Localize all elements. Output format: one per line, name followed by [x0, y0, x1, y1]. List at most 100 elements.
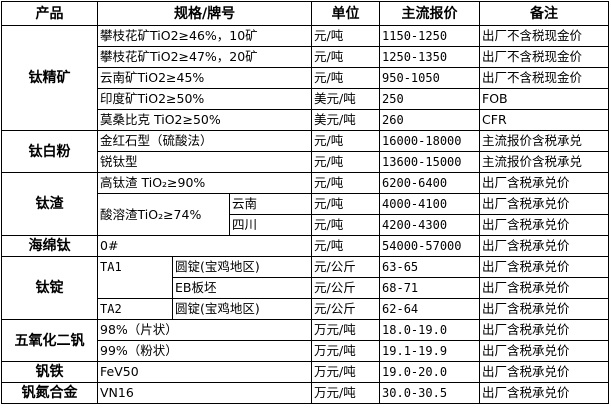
- spec-cell: 金红石型（硫酸法）: [96, 130, 313, 152]
- region-cell: 云南: [228, 193, 313, 215]
- product-name: 海绵钛: [1, 235, 98, 257]
- price-cell: 54000-57000: [379, 235, 481, 257]
- price-cell: 250: [379, 88, 481, 110]
- price-cell: 4200-4300: [379, 214, 481, 236]
- header-row: 产品 规格/牌号 单位 主流报价 备注: [1, 1, 610, 26]
- note-cell: 出厂含税承兑价: [479, 256, 610, 278]
- price-cell: 260: [379, 109, 481, 131]
- form-cell: 圆锭(宝鸡地区): [171, 256, 313, 278]
- unit-cell: 元/吨: [311, 130, 381, 152]
- spec-cell: 高钛渣 TiO₂≥90%: [96, 172, 313, 194]
- unit-cell: 万元/吨: [311, 382, 381, 404]
- header-unit: 单位: [311, 1, 381, 26]
- unit-cell: 元/公斤: [311, 256, 381, 278]
- unit-cell: 元/吨: [311, 214, 381, 236]
- spec-cell: 攀枝花矿TiO2≥47%，20矿: [96, 46, 313, 68]
- region-cell: 四川: [228, 214, 313, 236]
- unit-cell: 万元/吨: [311, 340, 381, 362]
- product-name: 钛锭: [1, 256, 98, 320]
- price-cell: 63-65: [379, 256, 481, 278]
- note-cell: 出厂不含税现金价: [479, 67, 610, 89]
- form-cell: EB板坯: [171, 277, 313, 299]
- price-cell: 6200-6400: [379, 172, 481, 194]
- note-cell: 出厂不含税现金价: [479, 25, 610, 47]
- product-name: 五氧化二钒: [1, 319, 98, 362]
- unit-cell: 万元/吨: [311, 319, 381, 341]
- spec-cell: 印度矿TiO2≥50%: [96, 88, 313, 110]
- note-cell: 出厂含税承兑价: [479, 172, 610, 194]
- price-cell: 19.0-20.0: [379, 361, 481, 383]
- table-row: 钛精矿 攀枝花矿TiO2≥46%，10矿 元/吨 1150-1250 出厂不含税现金价: [1, 25, 610, 131]
- spec-cell: FeV50: [96, 361, 313, 383]
- unit-cell: 美元/吨: [311, 88, 381, 110]
- header-spec: 规格/牌号: [96, 1, 313, 26]
- note-cell: 出厂含税承兑价: [479, 277, 610, 299]
- price-cell: 950-1050: [379, 67, 481, 89]
- price-cell: 1150-1250: [379, 25, 481, 47]
- note-cell: 出厂含税承兑价: [479, 340, 610, 362]
- note-cell: 主流报价含税承兑: [479, 151, 610, 173]
- table-row: 钛渣 高钛渣 TiO₂≥90% 元/吨 6200-6400 出厂含税承兑价: [1, 172, 610, 236]
- header-price: 主流报价: [379, 1, 481, 26]
- table-row: 酸溶渣TiO₂≥74% 云南 元/吨 4000-4100 出厂含税承兑价: [2, 193, 610, 236]
- price-cell: 19.1-19.9: [379, 340, 481, 362]
- product-name: 钛白粉: [1, 130, 98, 173]
- unit-cell: 元/吨: [311, 151, 381, 173]
- spec-cell: 0#: [96, 235, 313, 257]
- note-cell: 出厂含税承兑价: [479, 361, 610, 383]
- grade-cell: TA2: [97, 298, 173, 320]
- price-cell: 4000-4100: [379, 193, 481, 215]
- price-cell: 62-64: [379, 298, 481, 320]
- note-cell: 出厂含税承兑价: [479, 193, 610, 215]
- note-cell: 出厂不含税现金价: [479, 46, 610, 68]
- unit-cell: 元/吨: [311, 235, 381, 257]
- grade-cell: TA1: [97, 256, 173, 299]
- price-cell: 13600-15000: [379, 151, 481, 173]
- unit-cell: 元/吨: [311, 46, 381, 68]
- header-note: 备注: [479, 1, 610, 26]
- unit-cell: 元/吨: [311, 172, 381, 194]
- spec-cell: 莫桑比克 TiO2≥50%: [96, 109, 313, 131]
- table-row: 钒铁 FeV50 万元/吨 19.0-20.0 出厂含税承兑价: [1, 361, 610, 383]
- spec-cell: 锐钛型: [96, 151, 313, 173]
- price-cell: 1250-1350: [379, 46, 481, 68]
- table-row: 钛锭 TA1 圆锭(宝鸡地区) 元/公斤 63-65 出厂含税承兑价: [1, 256, 610, 320]
- spec-cell: 酸溶渣TiO₂≥74%: [97, 193, 230, 236]
- price-cell: 68-71: [379, 277, 481, 299]
- table-row: 印度矿TiO2≥50% 美元/吨 250 FOB: [2, 88, 610, 110]
- note-cell: 主流报价含税承兑: [479, 130, 610, 152]
- note-cell: FOB: [479, 88, 610, 110]
- note-cell: 出厂含税承兑价: [479, 382, 610, 404]
- unit-cell: 元/公斤: [311, 277, 381, 299]
- product-name: 钒铁: [1, 361, 98, 383]
- spec-cell: 攀枝花矿TiO2≥46%，10矿: [96, 25, 313, 47]
- note-cell: 出厂含税承兑价: [479, 298, 610, 320]
- form-cell: 圆锭(宝鸡地区): [171, 298, 313, 320]
- product-name: 钛渣: [1, 172, 98, 236]
- unit-cell: 元/吨: [311, 25, 381, 47]
- table-row: TA2 圆锭(宝鸡地区) 元/公斤 62-64 出厂含税承兑价: [2, 298, 610, 320]
- unit-cell: 元/吨: [311, 193, 381, 215]
- table-row: 钒氮合金 VN16 万元/吨 30.0-30.5 出厂含税承兑价: [1, 382, 610, 404]
- price-cell: 18.0-19.0: [379, 319, 481, 341]
- table-row: 莫桑比克 TiO2≥50% 美元/吨 260 CFR: [2, 109, 610, 131]
- table-row: 五氧化二钒 98%（片状） 万元/吨 18.0-19.0 出厂含税承兑价: [1, 319, 610, 362]
- product-name: 钛精矿: [1, 25, 98, 131]
- note-cell: 出厂含税承兑价: [479, 235, 610, 257]
- note-cell: CFR: [479, 109, 610, 131]
- unit-cell: 元/公斤: [311, 298, 381, 320]
- spec-cell: 98%（片状）: [96, 319, 313, 341]
- table-row: 攀枝花矿TiO2≥47%，20矿 元/吨 1250-1350 出厂不含税现金价: [2, 46, 610, 68]
- unit-cell: 万元/吨: [311, 361, 381, 383]
- table-row: 海绵钛 0# 元/吨 54000-57000 出厂含税承兑价: [1, 235, 610, 257]
- price-cell: 16000-18000: [379, 130, 481, 152]
- product-name: 钒氮合金: [1, 382, 98, 404]
- unit-cell: 元/吨: [311, 67, 381, 89]
- header-product: 产品: [1, 1, 98, 26]
- note-cell: 出厂含税承兑价: [479, 214, 610, 236]
- spec-cell: VN16: [96, 382, 313, 404]
- table-row: 99%（粉状） 万元/吨 19.1-19.9 出厂含税承兑价: [2, 340, 610, 362]
- note-cell: 出厂含税承兑价: [479, 319, 610, 341]
- table-row: 钛白粉 金红石型（硫酸法） 元/吨 16000-18000 主流报价含税承兑: [1, 130, 610, 173]
